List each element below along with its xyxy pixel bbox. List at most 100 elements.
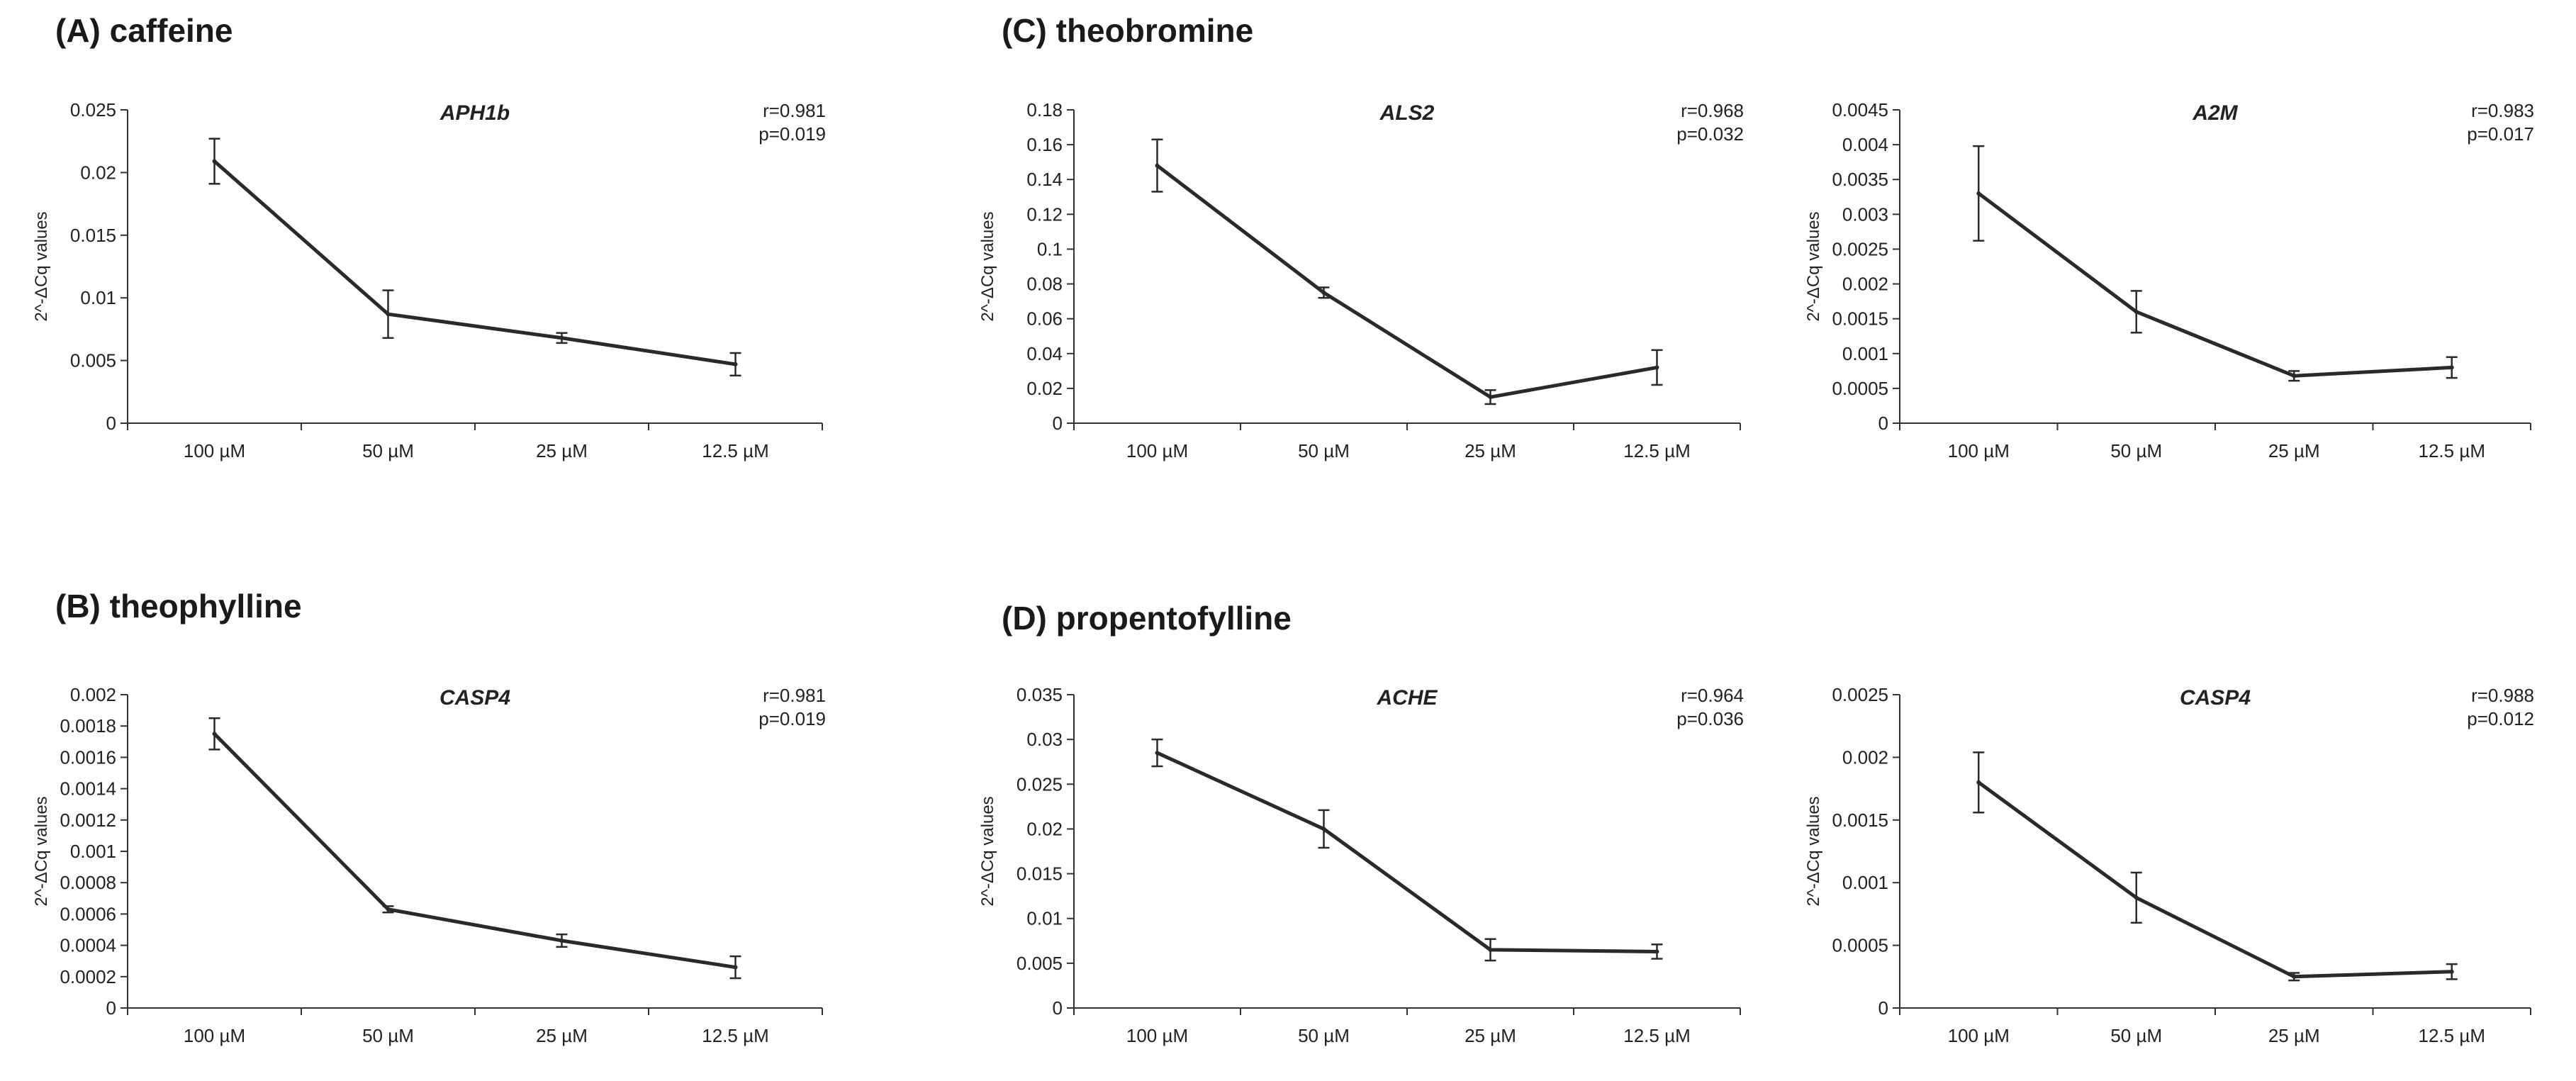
data-point	[559, 938, 564, 943]
data-point	[1155, 163, 1160, 168]
y-tick-label: 0	[1053, 997, 1063, 1019]
data-point	[1321, 827, 1326, 831]
series-line	[1977, 191, 2452, 378]
chart-title: A2M	[2192, 101, 2238, 125]
y-tick-label: 0.025	[1017, 773, 1063, 795]
data-point	[1654, 365, 1659, 370]
y-tick-label: 0	[106, 413, 116, 434]
stat-p-label: p=0.019	[758, 708, 826, 729]
series-line	[1155, 164, 1657, 399]
y-tick-label: 0.04	[1026, 343, 1063, 364]
y-tick-label: 0.004	[1842, 134, 1888, 155]
x-tick-label: 12.5 µM	[1623, 440, 1690, 461]
y-tick-label: 0.015	[70, 225, 116, 246]
y-axis-label: 2^-ΔCq values	[32, 796, 51, 906]
x-tick-label: 50 µM	[1298, 1025, 1350, 1046]
series-line	[1977, 780, 2452, 979]
data-point	[1488, 947, 1493, 952]
stat-p-label: p=0.032	[1676, 123, 1744, 145]
data-point	[1976, 780, 1981, 785]
chart-title: CASP4	[439, 686, 510, 710]
chart-panel-als2: 0 0.02 0.04 0.06 0.08 0.1 0.12 0.14 0.16 0.18 100 …	[978, 99, 1744, 461]
y-tick-label: 0.0006	[60, 903, 116, 924]
data-point	[212, 732, 217, 736]
x-tick-label: 12.5 µM	[2419, 1025, 2485, 1046]
y-tick-label: 0.001	[1842, 343, 1888, 364]
data-point	[733, 965, 738, 970]
y-tick-label: 0.035	[1017, 684, 1063, 705]
y-tick-label: 0.14	[1026, 169, 1063, 190]
x-tick-label: 25 µM	[1465, 1025, 1516, 1046]
section-label-theophylline: (B) theophylline	[55, 588, 302, 624]
y-tick-label: 0.16	[1026, 134, 1063, 155]
x-tick-label: 25 µM	[1465, 440, 1516, 461]
data-point	[559, 335, 564, 340]
y-tick-label: 0.0016	[60, 746, 116, 768]
series-line	[213, 159, 736, 366]
y-tick-label: 0.08	[1026, 274, 1063, 295]
chart-title: ALS2	[1379, 101, 1435, 125]
y-tick-label: 0.0015	[1832, 810, 1888, 831]
chart-title: CASP4	[2180, 686, 2251, 710]
y-tick-label: 0.18	[1026, 99, 1063, 121]
stat-r-label: r=0.968	[1681, 100, 1744, 121]
y-tick-label: 0	[1053, 413, 1063, 434]
chart-panel-a2m: 0 0.0005 0.001 0.0015 0.002 0.0025 0.003 0.0035…	[1804, 99, 2534, 461]
y-axis-label: 2^-ΔCq values	[32, 211, 51, 321]
y-tick-label: 0.1	[1037, 238, 1063, 259]
y-tick-label: 0	[1878, 413, 1888, 434]
y-tick-label: 0.003	[1842, 203, 1888, 225]
stat-r-label: r=0.981	[763, 685, 826, 706]
y-tick-label: 0.0025	[1832, 684, 1888, 705]
stat-p-label: p=0.036	[1676, 708, 1744, 729]
x-tick-label: 12.5 µM	[702, 1025, 768, 1046]
y-tick-label: 0.001	[70, 841, 116, 862]
x-tick-label: 100 µM	[184, 440, 245, 461]
y-tick-label: 0.0008	[60, 872, 116, 893]
x-tick-label: 50 µM	[362, 1025, 414, 1046]
y-tick-label: 0.12	[1026, 203, 1063, 225]
y-tick-label: 0.0015	[1832, 308, 1888, 330]
y-tick-label: 0.0045	[1832, 99, 1888, 121]
y-tick-label: 0.0018	[60, 715, 116, 736]
y-tick-label: 0.0012	[60, 810, 116, 831]
y-tick-label: 0.001	[1842, 872, 1888, 893]
y-tick-label: 0.01	[1026, 908, 1063, 929]
data-point	[1155, 751, 1160, 756]
data-point	[2449, 969, 2454, 974]
data-point	[733, 362, 738, 366]
stat-r-label: r=0.988	[2471, 685, 2534, 706]
data-point	[2134, 895, 2139, 900]
chart-panel-aph1b: 0 0.005 0.01 0.015 0.02 0.025 100 µM 50 µM 25 µM…	[32, 99, 826, 461]
y-axis-label: 2^-ΔCq values	[1804, 796, 1823, 906]
x-tick-label: 25 µM	[536, 440, 588, 461]
y-tick-label: 0.015	[1017, 863, 1063, 885]
x-tick-label: 12.5 µM	[1623, 1025, 1690, 1046]
data-point	[2134, 309, 2139, 314]
data-point	[1321, 290, 1326, 295]
stat-r-label: r=0.983	[2471, 100, 2534, 121]
stat-p-label: p=0.017	[2467, 123, 2534, 145]
x-tick-label: 100 µM	[1126, 440, 1188, 461]
y-tick-label: 0	[1878, 997, 1888, 1019]
y-tick-label: 0.02	[80, 162, 116, 183]
y-axis-label: 2^-ΔCq values	[978, 211, 997, 321]
y-tick-label: 0.0005	[1832, 935, 1888, 956]
x-tick-label: 100 µM	[1948, 1025, 2010, 1046]
y-tick-label: 0.002	[70, 684, 116, 705]
chart-panel-ache: 0 0.005 0.01 0.015 0.02 0.025 0.03 0.035 100 µM 5…	[978, 684, 1744, 1046]
stat-p-label: p=0.019	[758, 123, 826, 145]
y-tick-label: 0.005	[70, 350, 116, 371]
y-tick-label: 0.002	[1842, 274, 1888, 295]
y-axis-label: 2^-ΔCq values	[1804, 211, 1823, 321]
stat-r-label: r=0.964	[1681, 685, 1744, 706]
y-tick-label: 0.0014	[60, 778, 116, 800]
x-tick-label: 100 µM	[184, 1025, 245, 1046]
stat-r-label: r=0.981	[763, 100, 826, 121]
x-tick-label: 50 µM	[2110, 1025, 2162, 1046]
chart-title: APH1b	[439, 101, 510, 125]
x-tick-label: 100 µM	[1948, 440, 2010, 461]
y-axis-label: 2^-ΔCq values	[978, 796, 997, 906]
y-tick-label: 0.0005	[1832, 378, 1888, 399]
y-tick-label: 0.0002	[60, 966, 116, 987]
